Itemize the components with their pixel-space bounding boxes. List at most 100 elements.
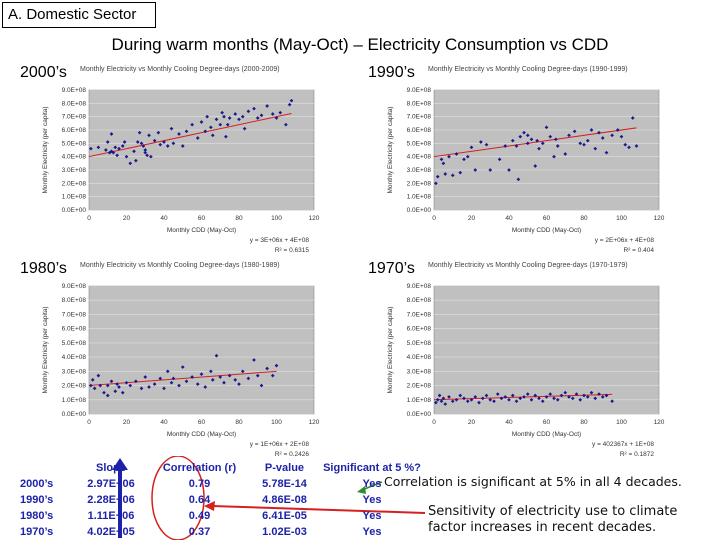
x-tick-label: 100 [616,419,627,426]
data-point [98,383,103,388]
data-point [105,140,110,144]
x-tick-label: 20 [468,419,476,426]
x-tick-label: 120 [309,419,320,426]
data-point [214,353,219,358]
data-point [450,399,455,404]
data-point [209,369,213,374]
y-tick-label: 3.0E+08 [407,167,432,174]
data-point [227,116,232,120]
row-pvalue: 4.86E-08 [262,494,307,506]
x-tick-label: 0 [87,215,91,222]
x-tick-label: 40 [505,419,513,426]
scatter-chart-1990s: 0.0E+00 1.0E+08 2.0E+08 3.0E+08 4.0E+08 5.0E+… [387,87,665,252]
y-tick-label: 1.0E+08 [407,194,432,201]
significance-note: Correlation is significant at 5% in all … [384,474,682,489]
trend-line [433,127,637,158]
y-tick-label: 6.0E+08 [62,127,87,134]
y-tick-label: 9.0E+08 [407,87,432,94]
data-point [210,133,215,138]
data-point [233,378,238,382]
row-decade: 1990’s [20,494,54,506]
data-point [143,148,148,152]
data-point [177,383,181,388]
sensitivity-arrow [211,505,426,514]
y-tick-label: 3.0E+08 [407,368,432,375]
data-point [165,144,170,148]
row-decade: 2000’s [20,478,54,490]
y-tick-label: 7.0E+08 [62,311,87,318]
data-point [180,365,185,369]
stats-overlay [112,456,426,540]
r-squared: R² = 0.1872 [620,451,655,456]
x-tick-label: 40 [160,215,168,222]
y-tick-label: 1.0E+08 [407,397,432,404]
x-axis-label: Monthly CDD (May-Oct) [512,227,581,234]
scatter-chart-1980s: 0.0E+00 1.0E+08 2.0E+08 3.0E+08 4.0E+08 5.0E+… [42,283,320,456]
y-tick-label: 9.0E+08 [407,283,432,290]
data-point [199,372,204,377]
data-point [240,114,245,119]
y-tick-label: 2.0E+08 [407,180,432,187]
data-point [141,144,146,148]
x-tick-label: 80 [580,419,588,426]
data-point [158,376,163,381]
y-tick-label: 5.0E+08 [407,140,432,147]
header-significant: Significant at 5 %? [323,462,421,474]
y-tick-label: 7.0E+08 [407,311,432,318]
plot-area [88,285,315,415]
decade-label-1980s: 1980’s [20,260,67,277]
data-point [120,144,125,148]
stats-row: 2000’s 2.97E+06 0.79 5.78E-14 Yes [20,476,422,492]
data-point [113,389,118,394]
y-tick-label: 3.0E+08 [62,368,87,375]
data-point [113,145,118,150]
x-tick-label: 0 [87,419,91,426]
y-axis-label: Monthly Electricity (per capita) [42,306,49,393]
data-point [109,132,114,136]
r-squared: R² = 0.2426 [275,451,310,456]
x-tick-label: 60 [198,215,206,222]
data-point [210,378,215,382]
data-point [89,146,93,151]
row-pvalue: 1.02E-03 [262,526,307,538]
y-axis-label: Monthly Electricity (per capita) [42,106,49,193]
chart-title-1980s: Monthly Electricity vs Monthly Cooling D… [80,262,280,269]
data-point [132,149,136,154]
x-tick-label: 120 [309,215,320,222]
y-tick-label: 4.0E+08 [62,354,87,361]
row-correlation: 0.49 [188,510,211,522]
data-point [222,380,226,385]
data-point [177,132,181,136]
decade-label-2000s: 2000’s [20,64,67,81]
data-point [139,141,144,146]
data-point [184,129,189,134]
x-tick-label: 100 [271,215,282,222]
data-point [105,383,110,388]
y-tick-label: 5.0E+08 [407,340,432,347]
row-pvalue: 6.41E-05 [262,510,307,522]
data-point [128,383,133,388]
y-axis-label: Monthly Electricity (per capita) [387,306,394,393]
data-point [199,120,204,124]
trend-line [88,112,292,158]
data-point [145,153,149,158]
x-tick-label: 100 [616,215,627,222]
x-tick-label: 0 [432,215,436,222]
row-significant: Yes [362,494,382,506]
x-tick-label: 80 [580,215,588,222]
data-point [233,112,238,116]
y-tick-label: 0.0E+00 [407,207,432,214]
data-point [218,122,223,127]
y-tick-label: 2.0E+08 [62,383,87,390]
data-point [128,161,133,166]
data-point [220,110,224,115]
y-tick-label: 0.0E+00 [62,411,87,418]
section-label: A. Domestic Sector [2,2,156,28]
scatter-chart-2000s: 0.0E+00 1.0E+08 2.0E+08 3.0E+08 4.0E+08 5.0E+… [42,87,320,252]
y-tick-label: 8.0E+08 [62,100,87,107]
row-slope: 1.11E+06 [87,510,135,522]
data-point [124,380,129,385]
sensitivity-arrowhead [204,501,215,511]
y-tick-label: 6.0E+08 [407,326,432,333]
x-tick-label: 120 [654,215,665,222]
